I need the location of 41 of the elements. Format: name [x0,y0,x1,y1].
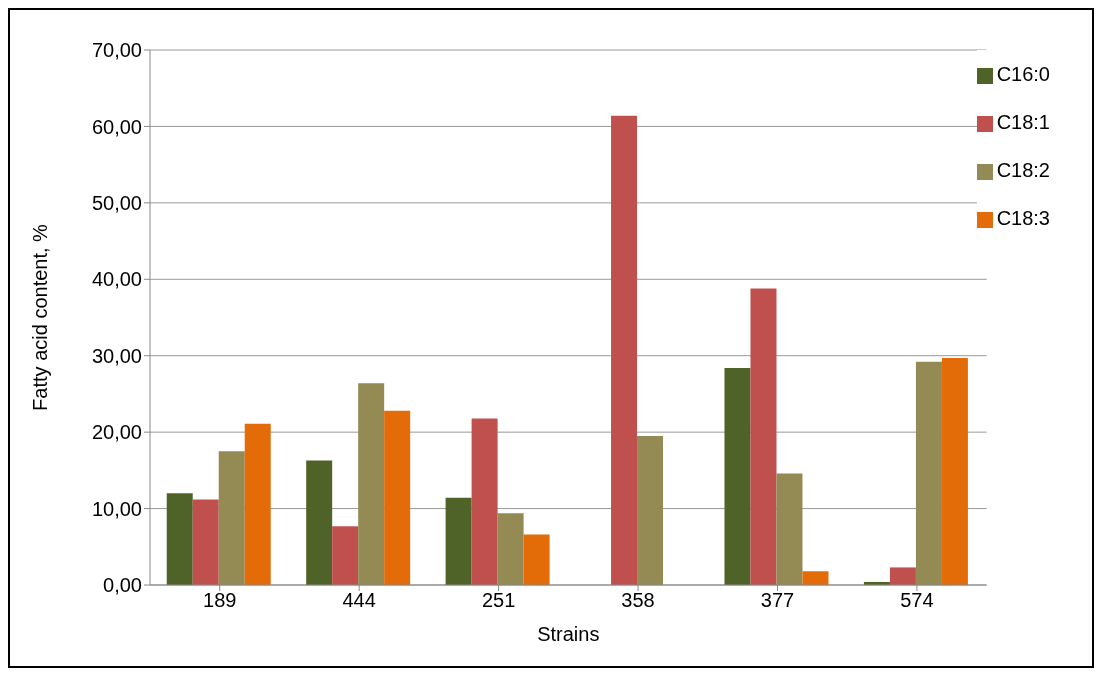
bar [915,361,942,585]
y-tick-label: 0,00 [103,574,142,597]
bar [332,526,359,585]
bar [889,567,916,585]
bar [497,513,524,585]
y-axis-title: Fatty acid content, % [29,223,52,411]
bar [384,410,411,585]
x-tick-label: 189 [203,589,237,612]
bar [471,418,498,585]
x-tick-label: 358 [621,589,655,612]
x-axis-title: Strains [537,623,600,645]
y-tick-label: 60,00 [91,115,142,138]
y-tick-label: 50,00 [91,191,142,214]
bar [192,499,219,585]
y-tick-label: 40,00 [91,268,142,291]
x-tick-label: 251 [481,589,516,612]
bar [445,497,472,585]
bar [750,288,777,585]
bar [802,571,829,585]
bar [523,534,550,585]
bar [611,115,638,585]
y-tick-label: 10,00 [91,497,142,520]
bar [166,493,193,585]
legend-label: C18:3 [996,207,1050,229]
legend-label: C18:2 [996,159,1050,181]
bar [776,473,803,585]
bar [244,423,271,585]
bar [637,435,664,585]
legend-label: C18:1 [996,111,1050,133]
bar [306,460,333,585]
bar [358,383,385,585]
x-tick-label: 574 [900,589,934,612]
legend-label: C16:0 [996,63,1050,85]
y-tick-label: 30,00 [91,344,142,367]
x-tick-label: 377 [760,589,795,612]
bar [724,367,751,585]
y-tick-label: 70,00 [91,39,142,62]
bar [218,451,245,585]
x-tick-label: 444 [342,589,376,612]
y-tick-label: 20,00 [91,421,142,444]
bar [941,358,968,585]
